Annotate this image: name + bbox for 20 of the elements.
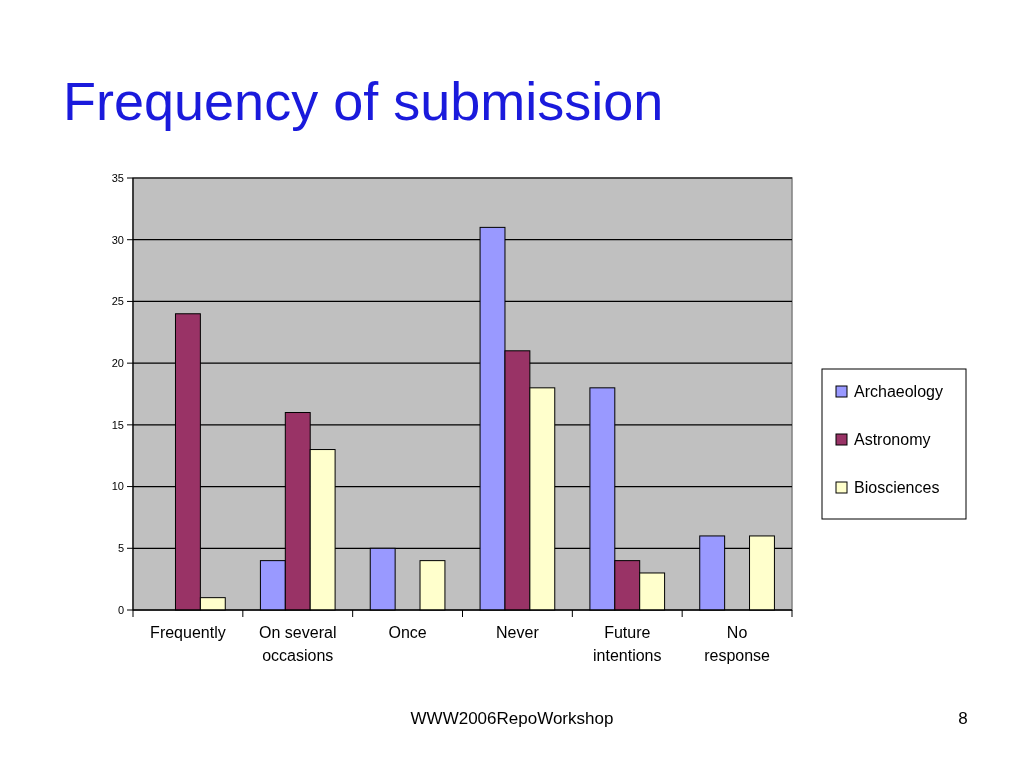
y-tick-label: 20 [111,356,124,369]
y-tick-label: 25 [111,295,124,308]
y-tick-label: 5 [117,542,124,555]
chart-title: Frequency of submission [63,71,664,131]
x-tick-label: On several occasions [259,624,337,664]
legend-label: Astronomy [854,430,931,448]
y-tick-label: 35 [111,171,124,184]
x-tick-label: Never [496,624,540,641]
y-tick-label: 30 [111,233,124,246]
y-tick-label: 15 [111,418,124,431]
y-tick-label: 0 [117,603,124,616]
x-tick-label: No response [704,624,771,664]
legend-label: Biosciences [854,478,940,496]
text: WWW2006RepoWorkshop [410,709,614,728]
x-tick-label: Once [388,624,427,641]
x-tick-label: Frequently [150,624,226,641]
x-tick-label: Future intentions [593,624,662,664]
text: 8 [958,709,968,728]
legend-label: Archaeology [854,382,943,400]
y-tick-label: 10 [111,480,124,493]
